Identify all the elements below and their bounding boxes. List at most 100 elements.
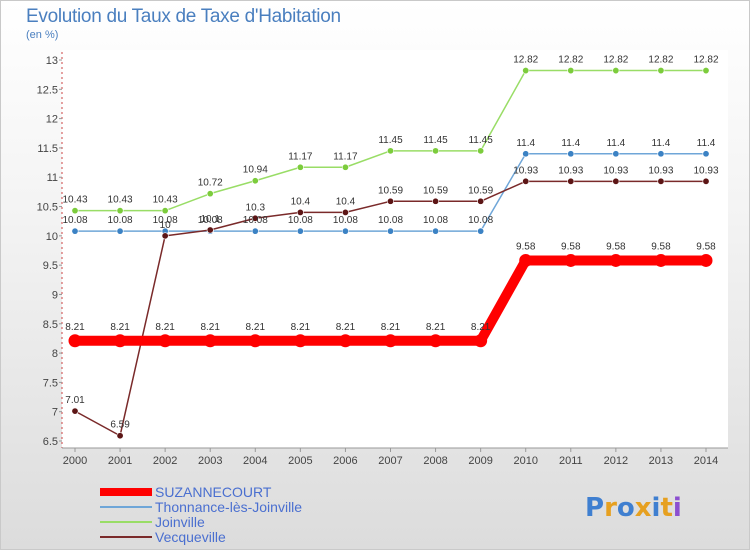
proxiti-logo: Proxiti <box>585 493 682 523</box>
data-point <box>657 177 665 185</box>
data-point <box>206 226 214 234</box>
data-point <box>477 197 485 205</box>
data-point <box>609 253 623 267</box>
series-joinville <box>71 67 710 215</box>
chart-subtitle: (en %) <box>26 29 59 41</box>
data-point <box>612 67 620 75</box>
data-label-thonnance-l-s-joinville: 11.4 <box>516 138 535 149</box>
data-label-thonnance-l-s-joinville: 10.08 <box>378 215 403 226</box>
data-label-joinville: 12.82 <box>693 55 718 66</box>
data-label-joinville: 11.17 <box>288 151 313 162</box>
data-point <box>612 177 620 185</box>
data-point <box>341 227 349 235</box>
data-point <box>338 334 352 348</box>
data-point <box>296 163 304 171</box>
data-label-suzannecourt: 8.21 <box>336 322 356 333</box>
data-label-vecqueville: 10.93 <box>558 165 583 176</box>
data-label-vecqueville: 10.93 <box>603 165 628 176</box>
data-label-thonnance-l-s-joinville: 10.08 <box>468 215 493 226</box>
data-label-suzannecourt: 8.21 <box>426 322 446 333</box>
x-tick-label: 2000 <box>63 455 87 467</box>
data-label-suzannecourt: 8.21 <box>291 322 311 333</box>
data-label-suzannecourt: 9.58 <box>606 241 626 252</box>
y-tick-label: 12 <box>46 114 58 126</box>
data-point <box>702 67 710 75</box>
x-tick-label: 2007 <box>378 455 402 467</box>
data-label-joinville: 10.43 <box>108 195 133 206</box>
x-tick-label: 2009 <box>468 455 492 467</box>
legend-label: Joinville <box>155 514 205 530</box>
data-label-vecqueville: 10.59 <box>468 185 493 196</box>
y-tick-label: 8 <box>52 348 58 360</box>
chart-title: Evolution du Taux de Taxe d'Habitation <box>26 6 341 27</box>
data-point <box>477 227 485 235</box>
data-point <box>429 334 443 348</box>
data-point <box>113 334 127 348</box>
data-label-vecqueville: 10.1 <box>200 214 220 225</box>
x-tick-label: 2013 <box>649 455 673 467</box>
y-tick-label: 12.5 <box>37 84 58 96</box>
legend-label: Vecqueville <box>155 529 226 545</box>
data-point <box>161 232 169 240</box>
y-tick-label: 11 <box>47 172 58 184</box>
x-tick-label: 2006 <box>333 455 357 467</box>
y-tick-label: 13 <box>46 55 58 67</box>
data-point <box>296 208 304 216</box>
x-tick-label: 2008 <box>423 455 447 467</box>
data-label-vecqueville: 7.01 <box>65 395 85 406</box>
data-label-suzannecourt: 8.21 <box>246 322 266 333</box>
data-point <box>522 150 530 158</box>
data-point <box>386 227 394 235</box>
data-point <box>564 253 578 267</box>
data-label-thonnance-l-s-joinville: 10.08 <box>288 215 313 226</box>
data-point <box>477 147 485 155</box>
data-point <box>203 334 217 348</box>
data-point <box>432 227 440 235</box>
data-label-thonnance-l-s-joinville: 11.4 <box>561 138 580 149</box>
data-label-thonnance-l-s-joinville: 11.4 <box>697 138 716 149</box>
data-label-thonnance-l-s-joinville: 10.08 <box>423 215 448 226</box>
data-label-joinville: 10.94 <box>243 165 268 176</box>
legend-label: SUZANNECOURT <box>155 484 272 500</box>
data-label-thonnance-l-s-joinville: 10.08 <box>108 215 133 226</box>
data-label-joinville: 10.43 <box>62 195 87 206</box>
data-point <box>654 253 668 267</box>
data-label-vecqueville: 10.93 <box>648 165 673 176</box>
x-tick-label: 2005 <box>288 455 312 467</box>
plot-area <box>62 50 728 448</box>
data-point <box>474 334 488 348</box>
x-tick-label: 2010 <box>513 455 537 467</box>
y-tick-label: 7 <box>52 407 58 419</box>
x-tick-label: 2014 <box>694 455 718 467</box>
x-tick-label: 2011 <box>559 455 583 467</box>
x-tick-label: 2001 <box>108 455 132 467</box>
data-point <box>386 147 394 155</box>
data-point <box>293 334 307 348</box>
data-label-vecqueville: 10 <box>160 220 172 231</box>
data-label-suzannecourt: 8.21 <box>110 322 130 333</box>
data-label-vecqueville: 10.93 <box>513 165 538 176</box>
data-label-suzannecourt: 8.21 <box>471 322 491 333</box>
series-thonnance-l-s-joinville <box>71 150 710 235</box>
data-point <box>71 207 79 215</box>
data-point <box>522 177 530 185</box>
data-label-joinville: 10.43 <box>153 195 178 206</box>
data-label-suzannecourt: 9.58 <box>561 241 581 252</box>
y-tick-label: 9 <box>52 289 58 301</box>
y-tick-label: 10.5 <box>37 202 58 214</box>
data-point <box>699 253 713 267</box>
data-label-vecqueville: 10.59 <box>423 185 448 196</box>
data-point <box>161 207 169 215</box>
data-label-joinville: 10.72 <box>198 178 223 189</box>
y-tick-label: 10 <box>46 231 58 243</box>
series-vecqueville <box>71 177 710 440</box>
data-label-thonnance-l-s-joinville: 10.08 <box>62 215 87 226</box>
data-point <box>522 67 530 75</box>
data-point <box>657 150 665 158</box>
x-tick-label: 2004 <box>243 455 267 467</box>
data-point <box>432 147 440 155</box>
data-point <box>702 177 710 185</box>
data-label-suzannecourt: 9.58 <box>516 241 536 252</box>
data-label-vecqueville: 10.93 <box>693 165 718 176</box>
